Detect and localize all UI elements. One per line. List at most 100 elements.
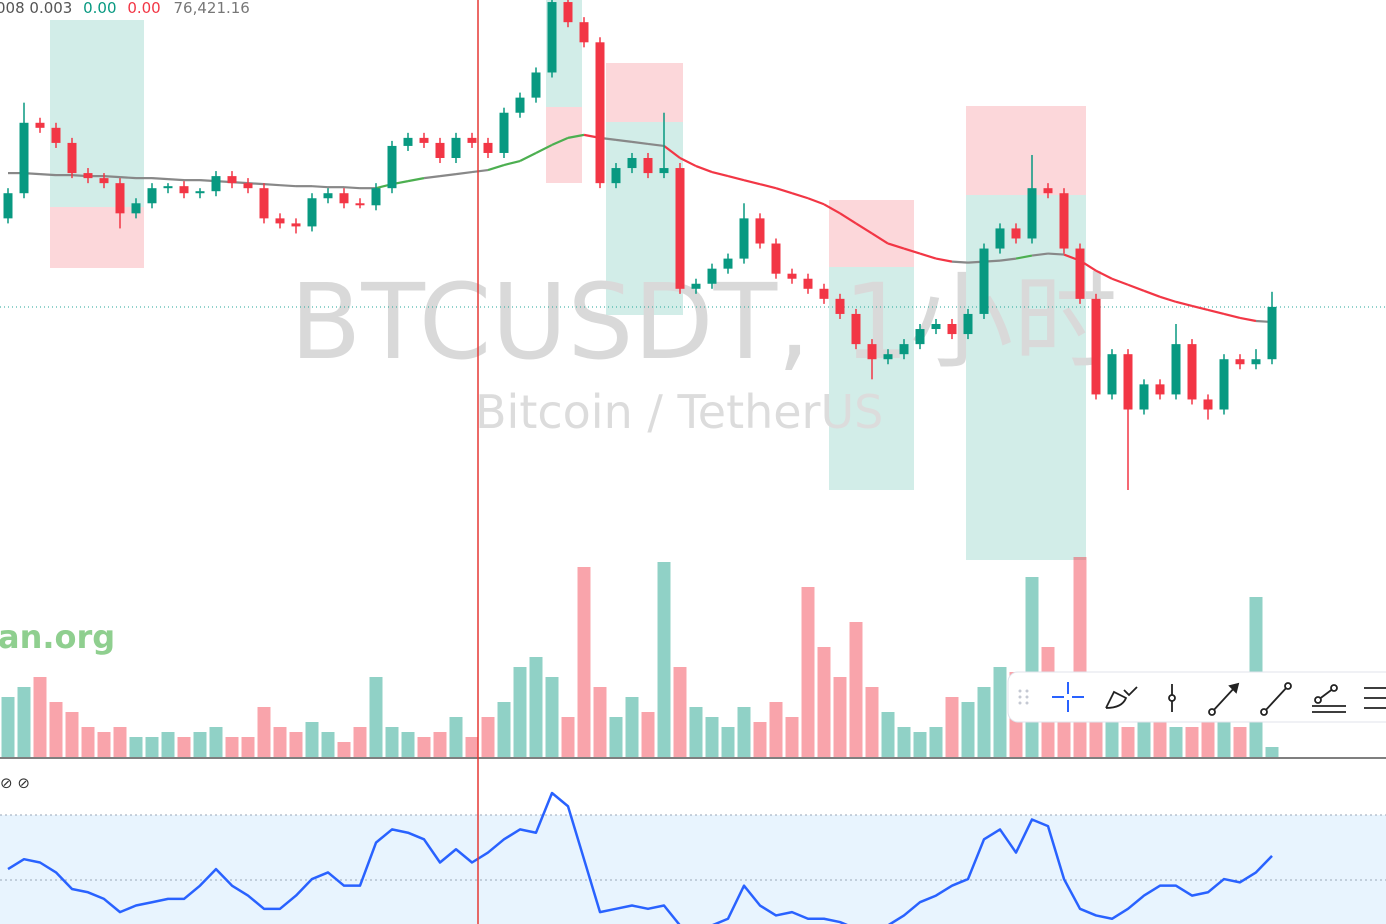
volume-bar — [593, 687, 607, 757]
drag-handle[interactable] — [1018, 689, 1029, 705]
candle-body — [915, 329, 925, 345]
moving-average-segment — [1031, 252, 1049, 257]
candle-body — [403, 137, 413, 146]
moving-average-segment — [903, 247, 921, 255]
candle-body — [851, 313, 861, 345]
volume-bar — [721, 727, 735, 757]
candle-body — [739, 218, 749, 259]
moving-average-segment — [823, 203, 841, 215]
moving-average-segment — [855, 222, 873, 235]
candle-body — [83, 173, 93, 179]
candle-body — [179, 186, 189, 194]
volume-bar — [113, 727, 127, 757]
source-watermark: an.org — [0, 618, 115, 656]
volume-bar — [769, 702, 783, 757]
volume-bar — [1025, 577, 1039, 757]
volume-bar — [385, 727, 399, 757]
moving-average-segment — [487, 163, 505, 172]
candle-body — [323, 193, 333, 199]
volume-bar — [737, 707, 751, 757]
volume-bar — [273, 727, 287, 757]
vertical-line-tool[interactable] — [1168, 684, 1176, 712]
candle-body — [1251, 359, 1261, 365]
watermark-symbol: BTCUSDT, 1小时 — [290, 261, 1117, 383]
candle-body — [755, 218, 765, 244]
candle-body — [355, 203, 365, 206]
more-tools[interactable] — [1364, 687, 1386, 709]
volume-bar — [321, 732, 335, 757]
moving-average-segment — [807, 197, 825, 206]
moving-average-segment — [455, 170, 473, 176]
volume-bar — [929, 727, 943, 757]
volume-bar — [1105, 717, 1119, 757]
moving-average-segment — [423, 175, 441, 180]
candle-body — [547, 2, 557, 73]
moving-average-segment — [951, 260, 969, 264]
candle-body — [243, 183, 253, 189]
candle-body — [531, 72, 541, 98]
moving-average-segment — [759, 183, 777, 190]
moving-average-segment — [519, 151, 537, 163]
candle-body — [803, 278, 813, 289]
moving-average-segment — [1047, 252, 1065, 256]
volume-bar — [1121, 727, 1135, 757]
volume-bar — [849, 622, 863, 757]
moving-average-segment — [615, 138, 633, 143]
moving-average-segment — [407, 177, 425, 183]
candle-body — [147, 188, 157, 204]
volume-bar — [161, 732, 175, 757]
moving-average-segment — [839, 212, 857, 225]
volume-bar — [625, 697, 639, 757]
candle-body — [1011, 228, 1021, 239]
volume-bar — [129, 737, 143, 757]
volume-bar — [785, 717, 799, 757]
volume-bar — [1169, 727, 1183, 757]
candle-body — [307, 198, 317, 227]
candle-body — [67, 142, 77, 174]
candle-body — [1027, 188, 1037, 239]
candle-body — [227, 176, 237, 184]
volume-bar — [177, 737, 191, 757]
candle-body — [1171, 344, 1181, 395]
volume-bar — [961, 702, 975, 757]
candle-body — [1235, 359, 1245, 365]
long-profit-zone — [50, 20, 144, 207]
fib-tool[interactable] — [1312, 684, 1346, 713]
trend-line-tool[interactable] — [1260, 682, 1292, 716]
candle-body — [275, 218, 285, 224]
candle-body — [451, 137, 461, 158]
candle-body — [371, 188, 381, 206]
candle-body — [675, 168, 685, 289]
moving-average-segment — [263, 183, 281, 187]
candle-body — [723, 258, 733, 269]
brush-tool[interactable] — [1105, 686, 1138, 709]
volume-bar — [241, 737, 255, 757]
moving-average-segment — [311, 185, 329, 189]
arrow-tool[interactable] — [1208, 682, 1240, 716]
volume-bar — [881, 712, 895, 757]
short-stop-zone — [966, 106, 1086, 195]
moving-average-segment — [1207, 308, 1225, 316]
moving-average-segment — [711, 171, 729, 178]
moving-average-segment — [279, 184, 297, 188]
volume-bar — [1201, 722, 1215, 757]
moving-average-segment — [647, 142, 665, 148]
candle-body — [1107, 354, 1117, 395]
candle-body — [291, 223, 301, 227]
candle-body — [483, 142, 493, 153]
candle-body — [99, 178, 109, 184]
volume-bar — [865, 687, 879, 757]
candle-body — [131, 203, 141, 214]
crosshair-tool[interactable] — [1052, 682, 1084, 712]
candle-body — [387, 145, 397, 189]
volume-bar — [577, 567, 591, 757]
volume-bar — [337, 742, 351, 757]
candle-body — [19, 122, 29, 194]
header-value: 0.00 — [127, 0, 160, 17]
candle-body — [163, 186, 173, 189]
candle-body — [771, 243, 781, 274]
header-value: 0.00 — [83, 0, 116, 17]
candle-body — [643, 158, 653, 174]
